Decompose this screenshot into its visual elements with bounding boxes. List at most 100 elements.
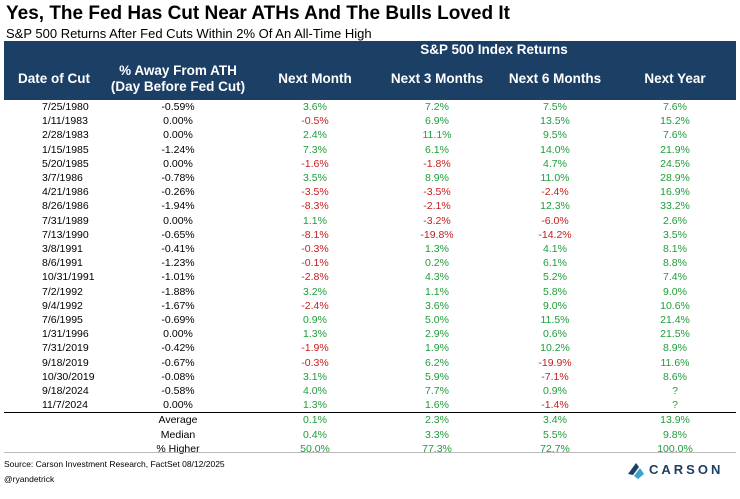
table-row: 7/31/2019 -0.42% -1.9% 1.9% 10.2% 8.9%	[4, 341, 736, 355]
cut-date-cell: 7/31/1989	[42, 214, 89, 227]
return-cell: 5.9%	[425, 370, 449, 383]
return-cell: 2.6%	[663, 214, 687, 227]
return-cell: 11.6%	[660, 356, 690, 369]
return-cell: 0.9%	[543, 385, 567, 398]
return-cell: -1.6%	[301, 157, 329, 170]
ath-distance-cell: -1.23%	[161, 257, 195, 270]
return-cell: 1.1%	[425, 285, 449, 298]
summary-value: 72.7%	[540, 442, 570, 455]
table-row: 1/31/1996 0.00% 1.3% 2.9% 0.6% 21.5%	[4, 327, 736, 341]
return-cell: 16.9%	[660, 186, 690, 199]
summary-value: 3.3%	[425, 428, 449, 441]
ath-distance-cell: -1.88%	[161, 285, 195, 298]
col-header-next-year: Next Year	[614, 58, 736, 100]
table-row: 7/2/1992 -1.88% 3.2% 1.1% 5.8% 9.0%	[4, 285, 736, 299]
return-cell: 7.6%	[663, 129, 687, 142]
return-cell: 6.9%	[425, 115, 449, 128]
return-cell: 24.5%	[660, 157, 690, 170]
ath-distance-cell: -0.26%	[161, 186, 195, 199]
summary-value: 9.8%	[663, 428, 687, 441]
return-cell: 7.6%	[663, 101, 687, 113]
return-cell: -1.9%	[301, 342, 329, 355]
return-cell: 13.5%	[540, 115, 570, 128]
return-cell: 5.0%	[425, 314, 449, 327]
return-cell: 11.1%	[422, 129, 452, 142]
return-cell: 4.3%	[425, 271, 449, 284]
group-header: S&P 500 Index Returns	[252, 41, 736, 58]
ath-distance-cell: -0.67%	[161, 356, 195, 369]
table-row: 9/18/2024 -0.58% 4.0% 7.7% 0.9%?	[4, 384, 736, 398]
return-cell: -19.8%	[420, 228, 454, 241]
summary-label: % Higher	[156, 442, 200, 455]
return-cell: 5.2%	[543, 271, 567, 284]
return-cell: 21.9%	[660, 143, 690, 156]
cut-date-cell: 7/25/1980	[42, 101, 89, 113]
return-cell: 12.3%	[540, 200, 570, 213]
return-cell: 10.2%	[540, 342, 570, 355]
table-row: 7/6/1995 -0.69% 0.9% 5.0% 11.5% 21.4%	[4, 313, 736, 327]
cut-date-cell: 10/31/1991	[42, 271, 95, 284]
table-row: 4/21/1986 -0.26% -3.5% -3.5% -2.4% 16.9%	[4, 185, 736, 199]
table-row: 11/7/2024 0.00% 1.3% 1.6% -1.4%?	[4, 398, 736, 413]
summary-blank-cell	[4, 412, 104, 428]
return-cell: 7.5%	[543, 101, 567, 113]
return-cell: -3.5%	[301, 186, 329, 199]
return-cell: 7.2%	[425, 101, 449, 113]
carson-logo-word: CARSON	[649, 462, 724, 477]
table-row: 7/25/1980 -0.59% 3.6% 7.2% 7.5% 7.6%	[4, 100, 736, 114]
return-cell: -2.4%	[301, 299, 329, 312]
summary-row: % Higher 50.0% 77.3% 72.7% 100.0%	[4, 442, 736, 456]
col-header-next-month: Next Month	[252, 58, 378, 100]
cut-date-cell: 9/4/1992	[42, 299, 83, 312]
return-cell: -0.5%	[301, 115, 329, 128]
return-cell: -6.0%	[541, 214, 569, 227]
cut-date-cell: 3/8/1991	[42, 243, 83, 256]
col-header-ath-line2: (Day Before Fed Cut)	[110, 79, 246, 94]
return-cell: 8.1%	[663, 243, 687, 256]
return-cell: 1.9%	[425, 342, 449, 355]
return-cell: 21.4%	[660, 314, 690, 327]
table-row: 3/8/1991 -0.41% -0.3% 1.3% 4.1% 8.1%	[4, 242, 736, 256]
ath-distance-cell: 0.00%	[163, 399, 193, 412]
cut-date-cell: 5/20/1985	[42, 157, 89, 170]
return-cell: 7.3%	[303, 143, 327, 156]
return-cell: -1.8%	[423, 157, 451, 170]
ath-distance-cell: -0.65%	[161, 228, 195, 241]
ath-distance-cell: -0.08%	[161, 370, 195, 383]
source-note: Source: Carson Investment Research, Fact…	[4, 459, 225, 469]
return-cell: 0.2%	[425, 257, 449, 270]
return-cell: -8.1%	[301, 228, 329, 241]
cut-date-cell: 10/30/2019	[42, 370, 95, 383]
cut-date-cell: 7/2/1992	[42, 285, 83, 298]
col-header-date: Date of Cut	[4, 58, 104, 100]
return-cell: 9.5%	[543, 129, 567, 142]
summary-value: 13.9%	[614, 412, 736, 428]
return-cell: 33.2%	[660, 200, 690, 213]
ath-distance-cell: 0.00%	[163, 157, 193, 170]
return-cell: -1.4%	[541, 399, 569, 412]
return-cell: -2.4%	[541, 186, 569, 199]
table-row: 9/4/1992 -1.67% -2.4% 3.6% 9.0% 10.6%	[4, 299, 736, 313]
return-cell: 1.3%	[425, 243, 449, 256]
cut-date-cell: 11/7/2024	[42, 399, 88, 412]
summary-value: 0.4%	[303, 428, 327, 441]
table-row: 8/26/1986 -1.94% -8.3% -2.1% 12.3% 33.2%	[4, 199, 736, 213]
summary-value: 2.3%	[378, 412, 496, 428]
ath-distance-cell: -1.67%	[161, 299, 195, 312]
table-row: 2/28/1983 0.00% 2.4% 11.1% 9.5% 7.6%	[4, 128, 736, 142]
return-cell: 9.0%	[663, 285, 687, 298]
cut-date-cell: 8/26/1986	[42, 200, 89, 213]
summary-label: Average	[104, 412, 252, 428]
ath-distance-cell: 0.00%	[163, 129, 193, 142]
return-cell: 10.6%	[660, 299, 690, 312]
return-cell: 1.6%	[425, 399, 449, 412]
return-cell: 9.0%	[543, 299, 567, 312]
table-body: 7/25/1980 -0.59% 3.6% 7.2% 7.5% 7.6% 1/11/1983…	[4, 100, 736, 456]
return-cell: 4.1%	[543, 243, 567, 256]
return-cell: -3.5%	[423, 186, 451, 199]
return-cell: -19.9%	[538, 356, 572, 369]
return-cell: 6.2%	[425, 356, 449, 369]
col-header-ath: % Away From ATH (Day Before Fed Cut)	[104, 58, 252, 100]
cut-date-cell: 7/13/1990	[42, 228, 89, 241]
ath-distance-cell: 0.00%	[163, 214, 193, 227]
